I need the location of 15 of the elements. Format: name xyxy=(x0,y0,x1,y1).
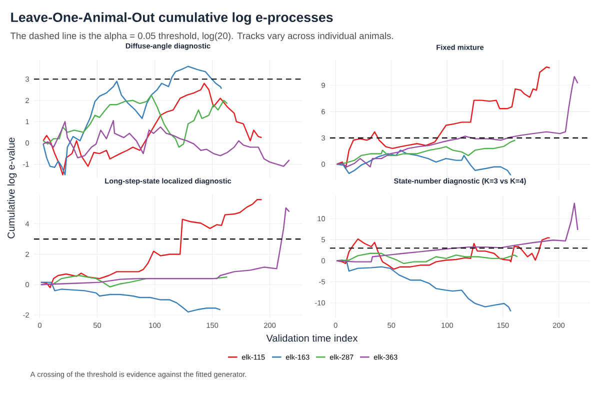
y-axis-title: Cumulative log e-value xyxy=(7,138,17,238)
x-axis-title: Validation time index xyxy=(266,334,358,342)
line-series xyxy=(42,94,228,148)
line-series xyxy=(42,82,262,176)
line-series xyxy=(336,237,550,270)
line-series xyxy=(42,120,290,167)
line-series xyxy=(42,66,222,176)
line-series xyxy=(336,76,578,168)
line-series xyxy=(336,140,516,165)
text: The dashed line is the alpha = 0.05 threshold, log(20). Tracks vary across individual animals. xyxy=(10,32,393,41)
line-series xyxy=(336,66,550,170)
line-series xyxy=(336,202,578,262)
line-series xyxy=(336,252,518,264)
text: Leave-One-Animal-Out cumulative log e-processes xyxy=(11,12,333,25)
line-series xyxy=(336,150,512,176)
